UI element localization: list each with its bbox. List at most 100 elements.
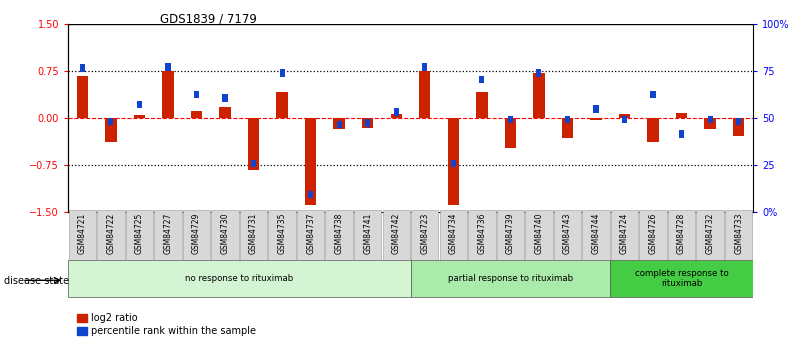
Bar — [365, 119, 370, 127]
FancyBboxPatch shape — [440, 210, 467, 260]
Bar — [77, 76, 88, 118]
Text: GSM84739: GSM84739 — [506, 213, 515, 255]
Bar — [419, 71, 430, 118]
Bar — [223, 94, 227, 102]
Text: GSM84726: GSM84726 — [649, 213, 658, 254]
FancyBboxPatch shape — [183, 210, 210, 260]
FancyBboxPatch shape — [126, 210, 153, 260]
Bar — [105, 118, 117, 142]
FancyBboxPatch shape — [696, 210, 724, 260]
Bar — [736, 118, 741, 125]
Bar — [508, 116, 513, 123]
Bar — [362, 118, 373, 128]
Bar — [590, 118, 602, 120]
FancyBboxPatch shape — [497, 210, 524, 260]
Bar — [391, 114, 402, 118]
FancyBboxPatch shape — [411, 210, 438, 260]
Bar — [308, 191, 313, 198]
Text: GSM84733: GSM84733 — [735, 213, 743, 255]
Bar — [336, 121, 342, 128]
Bar — [451, 159, 456, 167]
Bar — [562, 118, 574, 138]
Text: GSM84729: GSM84729 — [192, 213, 201, 254]
Bar — [676, 113, 687, 118]
Text: GSM84734: GSM84734 — [449, 213, 458, 255]
Text: GSM84736: GSM84736 — [477, 213, 486, 255]
Bar — [622, 116, 627, 123]
Legend: log2 ratio, percentile rank within the sample: log2 ratio, percentile rank within the s… — [73, 309, 260, 340]
FancyBboxPatch shape — [668, 210, 695, 260]
Bar — [619, 114, 630, 118]
Text: GSM84732: GSM84732 — [706, 213, 714, 254]
FancyBboxPatch shape — [639, 210, 666, 260]
Bar — [594, 105, 598, 112]
FancyBboxPatch shape — [325, 210, 353, 260]
Bar — [647, 118, 658, 142]
Bar — [251, 159, 256, 167]
Text: GSM84743: GSM84743 — [563, 213, 572, 255]
Bar — [733, 118, 744, 136]
Bar — [422, 63, 428, 70]
Bar — [533, 73, 545, 118]
Bar — [476, 92, 488, 118]
Bar — [537, 69, 541, 77]
FancyBboxPatch shape — [553, 210, 582, 260]
Bar — [280, 69, 284, 77]
FancyBboxPatch shape — [354, 210, 381, 260]
Text: no response to rituximab: no response to rituximab — [185, 274, 293, 283]
Bar — [333, 118, 345, 129]
FancyBboxPatch shape — [97, 210, 125, 260]
Bar — [276, 92, 288, 118]
Text: GSM84731: GSM84731 — [249, 213, 258, 254]
FancyBboxPatch shape — [69, 210, 96, 260]
FancyBboxPatch shape — [525, 210, 553, 260]
Bar — [165, 63, 171, 70]
Bar — [248, 118, 260, 169]
Text: GSM84727: GSM84727 — [163, 213, 172, 254]
Text: GSM84744: GSM84744 — [591, 213, 601, 255]
Bar — [219, 107, 231, 118]
Bar — [163, 71, 174, 118]
Text: GDS1839 / 7179: GDS1839 / 7179 — [160, 12, 257, 25]
Text: GSM84721: GSM84721 — [78, 213, 87, 254]
FancyBboxPatch shape — [468, 210, 496, 260]
FancyBboxPatch shape — [155, 210, 182, 260]
Text: GSM84730: GSM84730 — [220, 213, 230, 255]
FancyBboxPatch shape — [383, 210, 410, 260]
Text: GSM84723: GSM84723 — [421, 213, 429, 254]
Text: GSM84722: GSM84722 — [107, 213, 115, 254]
Text: GSM84725: GSM84725 — [135, 213, 144, 254]
FancyBboxPatch shape — [582, 210, 610, 260]
FancyBboxPatch shape — [611, 210, 638, 260]
Bar — [108, 118, 114, 125]
Text: partial response to rituximab: partial response to rituximab — [448, 274, 573, 283]
FancyBboxPatch shape — [239, 210, 268, 260]
FancyBboxPatch shape — [211, 210, 239, 260]
Bar — [80, 64, 85, 72]
Bar — [505, 118, 516, 148]
FancyBboxPatch shape — [610, 260, 753, 297]
Text: GSM84738: GSM84738 — [335, 213, 344, 254]
Bar — [479, 76, 485, 83]
Text: GSM84724: GSM84724 — [620, 213, 629, 254]
Text: disease state: disease state — [4, 276, 69, 286]
FancyBboxPatch shape — [725, 210, 752, 260]
Bar — [134, 115, 145, 118]
FancyBboxPatch shape — [410, 260, 610, 297]
Text: GSM84742: GSM84742 — [392, 213, 400, 254]
Text: complete response to
rituximab: complete response to rituximab — [634, 269, 728, 288]
Bar — [448, 118, 459, 205]
FancyBboxPatch shape — [268, 210, 296, 260]
FancyBboxPatch shape — [297, 210, 324, 260]
Bar — [565, 116, 570, 123]
Bar — [137, 101, 142, 108]
FancyBboxPatch shape — [68, 260, 410, 297]
Text: GSM84740: GSM84740 — [534, 213, 543, 255]
Bar — [679, 130, 684, 138]
Bar — [393, 108, 399, 116]
Bar — [704, 118, 716, 129]
Bar — [707, 116, 713, 123]
Bar — [305, 118, 316, 205]
Text: GSM84735: GSM84735 — [278, 213, 287, 255]
Text: GSM84741: GSM84741 — [363, 213, 372, 254]
